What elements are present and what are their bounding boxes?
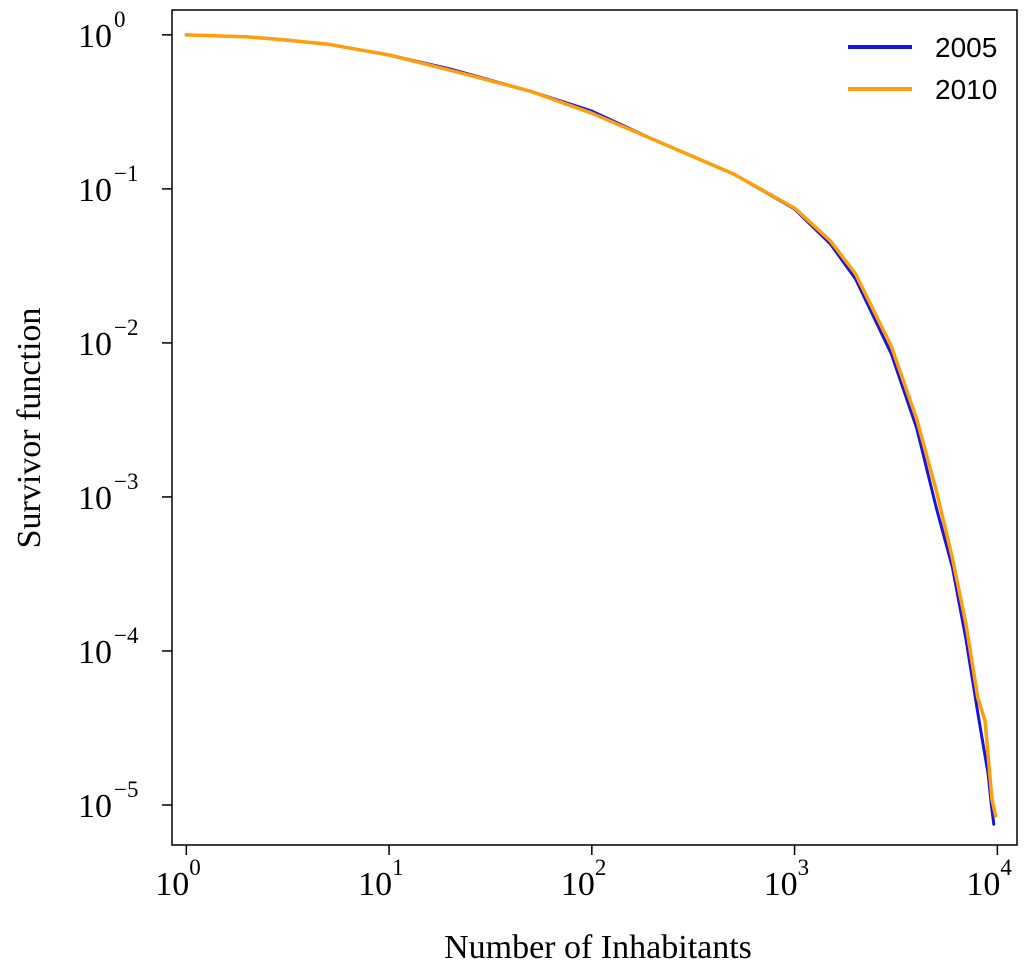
y-tick-exponent: −5 (114, 777, 138, 802)
y-tick-exponent: −4 (114, 623, 139, 648)
x-axis-ticks: 10 0 10 1 10 2 10 3 10 4 (155, 845, 1012, 903)
x-tick-label: 10 (358, 866, 392, 903)
x-tick-exponent: 4 (1000, 855, 1012, 880)
y-tick-label: 10 (78, 326, 112, 363)
series-line-2010 (184, 33, 998, 818)
plot-frame (171, 9, 1018, 846)
x-tick-exponent: 0 (189, 855, 201, 880)
x-tick-label: 10 (764, 866, 798, 903)
x-tick-label: 10 (561, 866, 595, 903)
series-line-2005 (184, 33, 996, 826)
x-tick-exponent: 3 (798, 855, 810, 880)
x-tick-exponent: 2 (595, 855, 607, 880)
series-lines (184, 33, 998, 826)
legend-label-2005: 2005 (935, 32, 997, 63)
y-tick-label: 10 (78, 634, 112, 671)
y-tick-exponent: −1 (114, 161, 138, 186)
y-axis-title: Survivor function (11, 308, 48, 549)
x-tick-exponent: 1 (392, 855, 404, 880)
y-tick-label: 10 (78, 480, 112, 517)
legend: 2005 2010 (848, 32, 997, 105)
x-axis-title: Number of Inhabitants (444, 929, 752, 966)
y-tick-label: 10 (78, 172, 112, 209)
y-tick-label: 10 (78, 18, 112, 55)
y-tick-label: 10 (78, 788, 112, 825)
y-tick-exponent: −3 (114, 469, 138, 494)
x-tick-label: 10 (966, 866, 1000, 903)
y-tick-exponent: −2 (114, 315, 138, 340)
legend-label-2010: 2010 (935, 74, 997, 105)
y-tick-exponent: 0 (114, 7, 126, 32)
x-tick-label: 10 (155, 866, 189, 903)
